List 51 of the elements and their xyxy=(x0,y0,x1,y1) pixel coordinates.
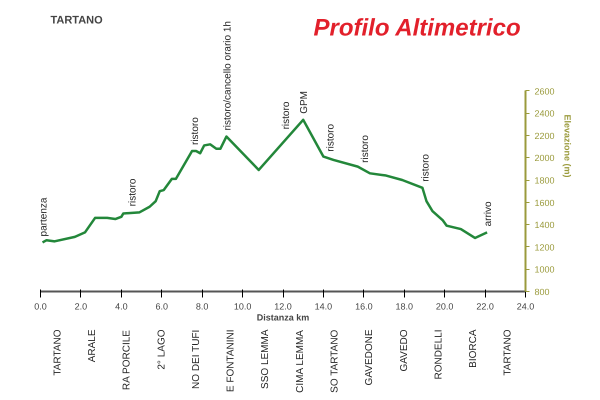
annotation: arrivo xyxy=(483,200,494,226)
text: CIMA LEMMA xyxy=(294,330,306,393)
x-tick-label: 14.0 xyxy=(314,302,332,312)
annotation: partenza xyxy=(38,197,50,236)
y-tick-label: 1800 xyxy=(534,176,555,186)
y-tick-label: 1600 xyxy=(534,198,555,208)
x-tick-label: 18.0 xyxy=(395,302,414,312)
y-tick-label: 1200 xyxy=(534,242,555,252)
text: 2° LAGO xyxy=(156,329,168,370)
annotation: ristoro xyxy=(281,101,292,130)
y-tick-label: 800 xyxy=(534,287,550,297)
text: BIORCA xyxy=(468,329,480,368)
annotation: ristoro xyxy=(127,178,138,206)
x-tick-label: 0.0 xyxy=(34,302,47,312)
text: TARTANO xyxy=(502,329,514,376)
x-tick-label: 2.0 xyxy=(74,302,88,312)
x-tick-label: 24.0 xyxy=(516,302,534,312)
text: TARTANO xyxy=(52,329,64,376)
chart-title: Profilo Altimetrico xyxy=(313,14,521,42)
annotation: ristoro xyxy=(360,134,371,163)
x-tick-label: 16.0 xyxy=(355,302,373,312)
text: SSO LEMMA xyxy=(260,329,272,389)
y-tick-label: 2000 xyxy=(534,153,555,164)
y-tick-label: 2400 xyxy=(534,108,555,119)
x-tick-label: 22.0 xyxy=(476,302,494,312)
text: GAVEDO xyxy=(398,329,410,372)
text: TARTANO xyxy=(50,14,104,26)
x-axis-title: Distanza km xyxy=(256,312,310,322)
y-tick-label: 1000 xyxy=(534,264,555,275)
x-tick-label: 4.0 xyxy=(115,302,128,312)
text: RA PORCILE xyxy=(122,330,133,390)
annotation: ristoro xyxy=(190,116,202,146)
y-axis-title: Elevazione (m) xyxy=(562,114,573,178)
y-tick-label: 2600 xyxy=(534,86,555,96)
text: NO DEI TUFI xyxy=(190,330,202,389)
y-tick-label: 1400 xyxy=(534,220,555,230)
text: E FONTANINI xyxy=(226,330,237,392)
text: SO TARTANO xyxy=(329,329,340,393)
text: ARALE xyxy=(86,329,98,362)
x-tick-label: 20.0 xyxy=(436,302,454,312)
annotation: ristoro xyxy=(325,123,336,152)
x-tick-label: 8.0 xyxy=(196,302,208,312)
x-tick-label: 6.0 xyxy=(155,302,168,312)
annotation: GPM xyxy=(299,91,310,114)
annotation: ristoro xyxy=(420,154,432,182)
annotation: ristoro/cancello orario 1h xyxy=(222,21,234,131)
y-tick-label: 2200 xyxy=(534,130,555,141)
x-tick-label: 10.0 xyxy=(234,302,252,312)
text: GAVEDONE xyxy=(364,329,376,386)
x-tick-label: 12.0 xyxy=(274,302,292,312)
text: RONDELLI xyxy=(433,330,444,380)
